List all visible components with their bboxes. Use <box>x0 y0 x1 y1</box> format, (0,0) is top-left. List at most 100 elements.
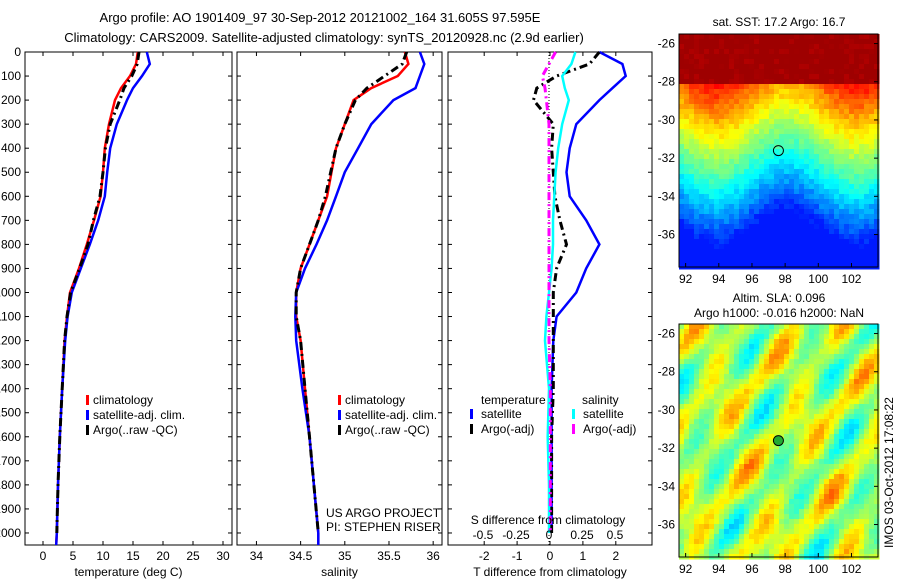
map-cell <box>819 89 825 95</box>
map-cell <box>804 479 810 485</box>
map-cell <box>829 394 835 400</box>
map-cell <box>709 209 715 215</box>
map-cell <box>689 349 695 355</box>
map-cell <box>759 484 765 490</box>
map-cell <box>804 504 810 510</box>
legend-label: satellite <box>481 407 522 421</box>
map-cell <box>869 549 875 555</box>
map-cell <box>774 474 780 480</box>
map-cell <box>684 424 690 430</box>
map-cell <box>734 99 740 105</box>
map-cell <box>764 439 770 445</box>
map-cell <box>719 429 725 435</box>
map-cell <box>844 34 850 40</box>
map-cell <box>764 224 770 230</box>
map-cell <box>684 439 690 445</box>
map-cell <box>699 199 705 205</box>
map-cell <box>824 329 830 335</box>
map-cell <box>699 74 705 80</box>
map-cell <box>704 134 710 140</box>
map-cell <box>769 429 775 435</box>
map-cell <box>869 464 875 470</box>
map-cell <box>774 389 780 395</box>
map-cell <box>679 499 685 505</box>
map-cell <box>849 529 855 535</box>
map-cell <box>734 379 740 385</box>
map-cell <box>709 469 715 475</box>
map-cell <box>714 519 720 525</box>
map-cell <box>769 549 775 555</box>
map-cell <box>739 529 745 535</box>
map-cell <box>849 99 855 105</box>
map-cell <box>719 204 725 210</box>
map-cell <box>719 374 725 380</box>
map-cell <box>704 144 710 150</box>
map-cell <box>849 79 855 85</box>
map-cell <box>719 129 725 135</box>
map-cell <box>844 389 850 395</box>
map-cell <box>724 149 730 155</box>
map-cell <box>789 494 795 500</box>
map-cell <box>704 254 710 260</box>
map-cell <box>729 364 735 370</box>
map-cell <box>869 84 875 90</box>
map-cell <box>769 164 775 170</box>
map-cell <box>859 99 865 105</box>
map-cell <box>864 439 870 445</box>
map-cell <box>714 389 720 395</box>
map-cell <box>744 119 750 125</box>
map-cell <box>779 189 785 195</box>
map-cell <box>824 544 830 550</box>
map-cell <box>709 419 715 425</box>
map-cell <box>874 189 880 195</box>
map-cell <box>684 179 690 185</box>
map-cell <box>729 164 735 170</box>
map-cell <box>824 244 830 250</box>
map-cell <box>779 484 785 490</box>
map-cell <box>754 164 760 170</box>
map-cell <box>709 204 715 210</box>
map-cell <box>739 239 745 245</box>
map-cell <box>679 444 685 450</box>
map-cell <box>824 464 830 470</box>
map-cell <box>834 194 840 200</box>
map-cell <box>764 244 770 250</box>
map-cell <box>809 69 815 75</box>
map-cell <box>749 259 755 265</box>
map-cell <box>809 179 815 185</box>
map-cell <box>794 434 800 440</box>
x-axis-label: salinity <box>321 565 358 579</box>
map-cell <box>819 229 825 235</box>
map-cell <box>814 189 820 195</box>
map-cell <box>794 529 800 535</box>
map-cell <box>689 79 695 85</box>
map-cell <box>814 409 820 415</box>
map-cell <box>794 119 800 125</box>
map-cell <box>749 129 755 135</box>
map-cell <box>849 69 855 75</box>
map-cell <box>734 549 740 555</box>
map-cell <box>799 149 805 155</box>
map-cell <box>744 114 750 120</box>
map-cell <box>679 64 685 70</box>
map-cell <box>734 179 740 185</box>
map-cell <box>769 469 775 475</box>
map-cell <box>774 154 780 160</box>
map-cell <box>849 379 855 385</box>
map-cell <box>774 464 780 470</box>
map-cell <box>699 469 705 475</box>
map-cell <box>824 504 830 510</box>
map-cell <box>834 494 840 500</box>
map-cell <box>694 214 700 220</box>
map-cell <box>819 59 825 65</box>
map-cell <box>699 164 705 170</box>
map-cell <box>809 49 815 55</box>
map-cell <box>874 154 880 160</box>
map-cell <box>734 504 740 510</box>
map-cell <box>729 334 735 340</box>
map-cell <box>734 329 740 335</box>
map-cell <box>794 124 800 130</box>
map-cell <box>699 329 705 335</box>
map-cell <box>824 529 830 535</box>
map-cell <box>829 74 835 80</box>
